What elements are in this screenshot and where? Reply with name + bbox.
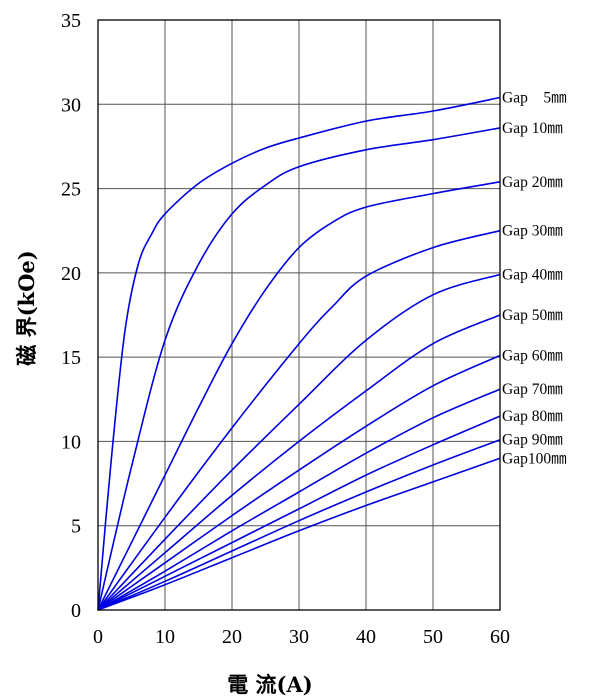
series-label-9: Gap 90㎜ <box>502 432 563 449</box>
x-tick-label: 30 <box>289 626 309 648</box>
series-line-2 <box>97 181 501 611</box>
series-line-9 <box>97 438 501 611</box>
series-label-10: Gap100㎜ <box>502 450 567 467</box>
x-tick-label: 60 <box>490 626 510 648</box>
series-lines <box>97 96 501 611</box>
series-label-0: Gap 5㎜ <box>502 90 567 107</box>
x-tick-label: 0 <box>93 626 103 648</box>
x-tick-label: 10 <box>155 626 175 648</box>
series-label-1: Gap 10㎜ <box>502 120 563 137</box>
series-line-5 <box>97 314 501 611</box>
series-line-1 <box>97 127 501 611</box>
y-axis-title: 磁 界(kOe) <box>14 250 39 365</box>
series-line-8 <box>97 415 501 611</box>
y-tick-label: 15 <box>61 347 81 369</box>
series-label-3: Gap 30㎜ <box>502 223 563 240</box>
series-line-4 <box>97 273 501 611</box>
series-label-5: Gap 50㎜ <box>502 307 563 324</box>
plot-frame <box>97 19 501 611</box>
series-line-6 <box>97 354 501 611</box>
tick-labels: 0 10 20 30 40 50 60 0 5 10 15 20 25 30 35 <box>61 10 510 648</box>
series-label-8: Gap 80㎜ <box>502 408 563 425</box>
series-line-3 <box>97 229 501 611</box>
series-line-0 <box>97 96 501 611</box>
x-tick-label: 40 <box>356 626 376 648</box>
y-tick-label: 35 <box>61 10 81 32</box>
x-tick-label: 20 <box>222 626 242 648</box>
grid <box>98 20 500 610</box>
series-line-10 <box>97 457 501 611</box>
y-tick-label: 30 <box>61 94 81 116</box>
series-labels: Gap 5㎜ Gap 10㎜ Gap 20㎜ Gap 30㎜ Gap 40㎜ Gap 50… <box>502 90 567 468</box>
y-tick-label: 0 <box>71 600 81 622</box>
y-tick-label: 20 <box>61 263 81 285</box>
y-tick-label: 25 <box>61 179 81 201</box>
plot-border <box>97 19 501 611</box>
series-label-4: Gap 40㎜ <box>502 267 563 284</box>
series-label-6: Gap 60㎜ <box>502 347 563 364</box>
y-tick-label: 10 <box>61 431 81 453</box>
x-tick-label: 50 <box>423 626 443 648</box>
series-label-7: Gap 70㎜ <box>502 381 563 398</box>
series-line-7 <box>97 388 501 611</box>
y-tick-label: 5 <box>71 516 81 538</box>
x-axis-title: 電 流(A) <box>227 672 312 697</box>
series-label-2: Gap 20㎜ <box>502 174 563 191</box>
